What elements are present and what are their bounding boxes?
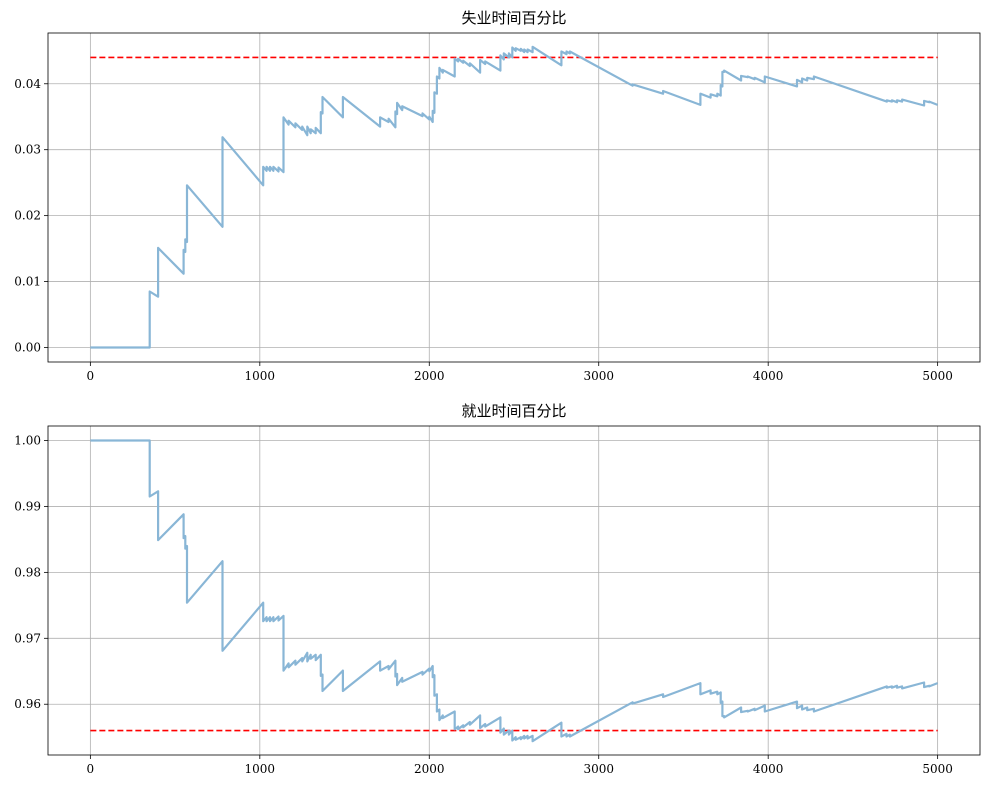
x-tick-label: 2000 xyxy=(414,369,445,383)
y-tick-label: 0.02 xyxy=(14,209,41,223)
x-tick-label: 1000 xyxy=(245,762,276,776)
ticks: 0 1000 2000 3000 4000 5000 0.96 0.97 0.98 0.99 1.0… xyxy=(14,434,953,776)
x-tick-label: 4000 xyxy=(753,762,784,776)
y-tick-label: 0.99 xyxy=(14,499,41,513)
grid xyxy=(48,33,980,362)
series-line xyxy=(90,45,939,349)
x-tick-label: 2000 xyxy=(414,762,445,776)
ticks: 0 1000 2000 3000 4000 5000 0.00 0.01 0.02 0.03 0.0… xyxy=(14,77,953,383)
y-tick-label: 0.98 xyxy=(14,565,41,579)
x-tick-label: 3000 xyxy=(583,762,614,776)
plot-area xyxy=(48,426,980,755)
grid xyxy=(48,426,980,755)
chart-title: 失业时间百分比 xyxy=(461,9,566,27)
axes-frame xyxy=(47,32,981,363)
y-tick-label: 0.04 xyxy=(14,77,41,91)
x-tick-label: 5000 xyxy=(922,762,953,776)
chart-unemployment: 0 1000 2000 3000 4000 5000 0.00 0.01 0.02 0.03 0.0… xyxy=(14,9,981,383)
y-tick-label: 1.00 xyxy=(14,434,41,448)
y-tick-label: 0.96 xyxy=(14,697,41,711)
x-tick-label: 0 xyxy=(87,762,95,776)
y-tick-label: 0.01 xyxy=(14,275,41,289)
series-line xyxy=(90,439,939,743)
plot-area xyxy=(48,33,980,362)
x-tick-label: 5000 xyxy=(922,369,953,383)
y-tick-label: 0.00 xyxy=(14,340,41,354)
x-tick-label: 1000 xyxy=(245,369,276,383)
chart-title: 就业时间百分比 xyxy=(461,402,566,420)
x-tick-label: 0 xyxy=(87,369,95,383)
x-tick-label: 4000 xyxy=(753,369,784,383)
axes-frame xyxy=(47,425,981,756)
y-tick-label: 0.97 xyxy=(14,631,41,645)
chart-employment: 0 1000 2000 3000 4000 5000 0.96 0.97 0.98 0.99 1.0… xyxy=(14,402,981,776)
x-tick-label: 3000 xyxy=(583,369,614,383)
y-tick-label: 0.03 xyxy=(14,143,41,157)
